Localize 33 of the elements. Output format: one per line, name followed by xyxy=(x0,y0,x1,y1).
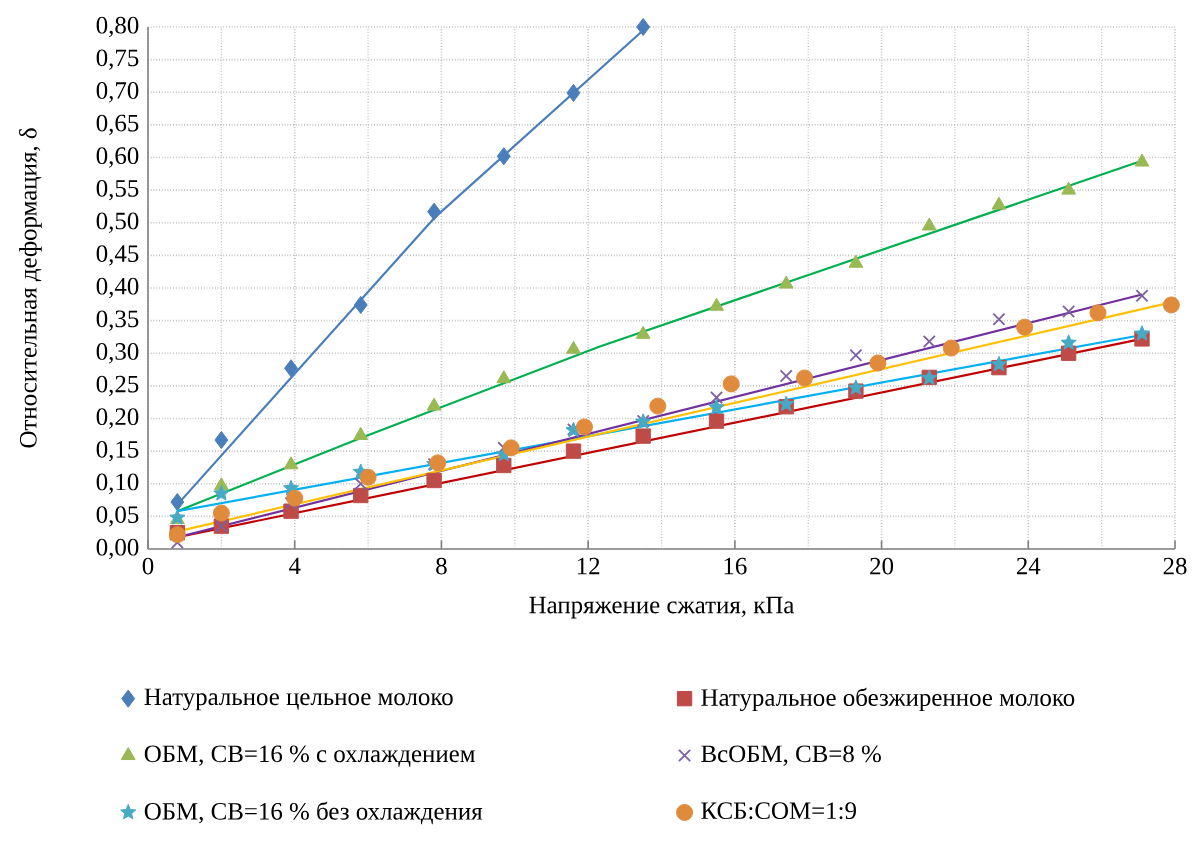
x-axis-title: Напряжение сжатия, кПа xyxy=(529,596,795,619)
y-axis-title: Относительная деформация, δ xyxy=(19,128,42,448)
legend-label: ОБМ, СВ=16 % с охлаждением xyxy=(144,745,475,767)
y-tick-label: 0,30 xyxy=(96,343,139,364)
y-tick-label: 0,20 xyxy=(96,408,139,429)
y-tick-label: 0,55 xyxy=(96,179,139,201)
y-tick-label: 0,75 xyxy=(96,49,139,70)
y-tick-label: 0,25 xyxy=(96,375,139,397)
legend-label: ОБМ, СВ=16 % без охлаждения xyxy=(144,801,483,825)
y-tick-label: 0,80 xyxy=(96,16,139,38)
y-tick-label: 0,45 xyxy=(96,245,139,266)
x-tick-label: 24 xyxy=(1016,557,1041,575)
legend-label: Натуральное цельное молоко xyxy=(144,688,453,711)
y-tick-label: 0,70 xyxy=(96,82,139,103)
legend-label: Натуральное обезжиренное молоко xyxy=(701,687,1075,712)
y-tick-label: 0,00 xyxy=(96,538,139,560)
x-tick-label: 4 xyxy=(288,557,301,575)
legend-label: КСБ:СОМ=1:9 xyxy=(701,802,856,820)
x-tick-label: 0 xyxy=(142,557,154,575)
x-tick-label: 16 xyxy=(724,557,747,575)
x-tick-label: 12 xyxy=(577,557,600,575)
legend-label: ВсОБМ, СВ=8 % xyxy=(701,745,881,766)
x-tick-label: 8 xyxy=(436,557,447,575)
y-tick-label: 0,05 xyxy=(96,506,139,527)
y-tick-label: 0,40 xyxy=(96,277,139,299)
y-tick-label: 0,60 xyxy=(96,147,139,168)
y-tick-label: 0,15 xyxy=(96,440,139,462)
y-tick-label: 0,10 xyxy=(96,473,139,494)
y-tick-label: 0,65 xyxy=(96,114,139,136)
y-tick-label: 0,50 xyxy=(96,212,139,233)
x-tick-label: 28 xyxy=(1163,557,1187,575)
x-tick-label: 20 xyxy=(870,557,894,575)
y-tick-label: 0,35 xyxy=(96,310,139,331)
